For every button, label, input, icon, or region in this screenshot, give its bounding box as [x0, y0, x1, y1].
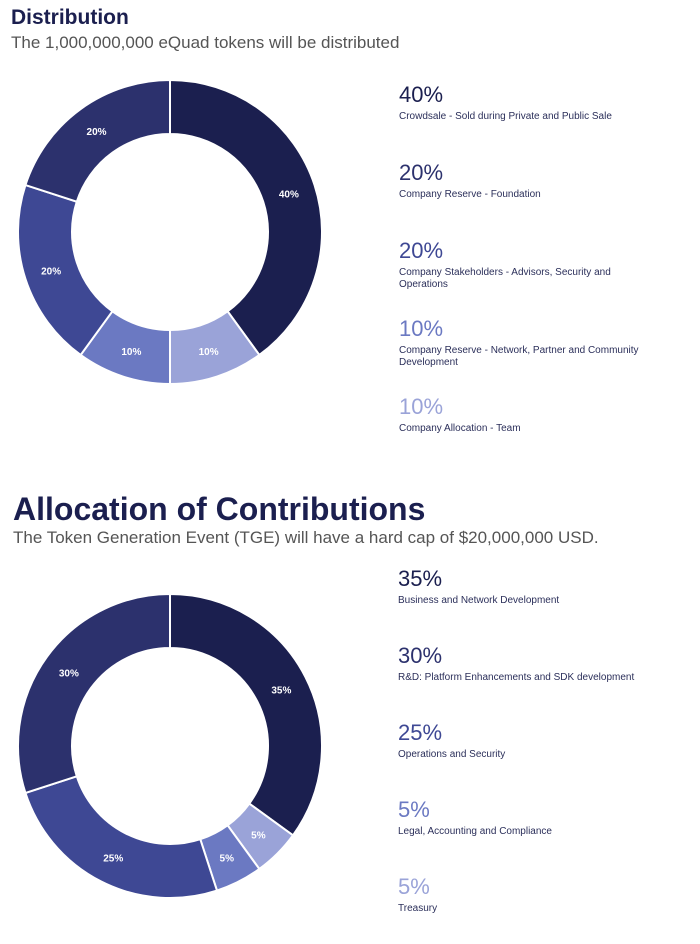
- distribution-legend-item: 40% Crowdsale - Sold during Private and P…: [399, 82, 649, 123]
- contributions-legend-percent: 5%: [398, 874, 430, 899]
- distribution-legend-description: Crowdsale - Sold during Private and Publ…: [399, 111, 612, 122]
- distribution-slice-label-1: 10%: [199, 347, 219, 358]
- distribution-legend-item: 20% Company Reserve - Foundation: [399, 160, 649, 201]
- contributions-legend-description: Treasury: [398, 903, 438, 914]
- contributions-donut-chart: 35% 5% 5% 25% 30%: [17, 592, 323, 899]
- contributions-slice-label-3: 25%: [103, 853, 123, 864]
- contributions-legend: 35% Business and Network Development 30% R&…: [398, 566, 658, 936]
- distribution-legend-description: Company Reserve - Foundation: [399, 189, 541, 200]
- contributions-legend-item: 30% R&D: Platform Enhancements and SDK de…: [398, 643, 648, 684]
- distribution-subtitle: The 1,000,000,000 eQuad tokens will be d…: [11, 33, 400, 52]
- distribution-title: Distribution: [11, 6, 129, 29]
- distribution-legend-description: Company Reserve - Network, Partner and C…: [399, 345, 639, 368]
- distribution-slice-4: [24, 78, 171, 203]
- distribution-legend-description: Company Allocation - Team: [399, 423, 521, 434]
- distribution-slice-label-2: 10%: [121, 347, 141, 358]
- contributions-slice-label-0: 35%: [271, 685, 291, 696]
- contributions-section: Allocation of Contributions The Token Ge…: [0, 486, 700, 944]
- distribution-slice-0: [169, 78, 323, 357]
- distribution-section: Distribution The 1,000,000,000 eQuad tok…: [0, 0, 700, 470]
- distribution-slice-3: [17, 183, 114, 357]
- distribution-legend-item: 20% Company Stakeholders - Advisors, Secu…: [399, 238, 649, 291]
- contributions-slice-label-4: 30%: [59, 669, 79, 680]
- contributions-legend-item: 5% Legal, Accounting and Compliance: [398, 797, 648, 838]
- contributions-legend-percent: 30%: [398, 643, 443, 668]
- distribution-legend-percent: 40%: [399, 82, 444, 107]
- distribution-legend-percent: 20%: [399, 238, 444, 263]
- contributions-legend-description: Business and Network Development: [398, 595, 560, 606]
- contributions-legend-description: Operations and Security: [398, 749, 506, 760]
- distribution-legend-percent: 20%: [399, 160, 444, 185]
- contributions-title: Allocation of Contributions: [13, 491, 426, 527]
- contributions-slice-4: [17, 592, 171, 795]
- distribution-donut-chart: 40% 10% 10% 20% 20%: [17, 78, 323, 386]
- distribution-legend-description: Company Stakeholders - Advisors, Securit…: [399, 267, 611, 290]
- contributions-legend-item: 5% Treasury: [398, 874, 648, 915]
- contributions-subtitle: The Token Generation Event (TGE) will ha…: [13, 528, 599, 547]
- contributions-legend-percent: 35%: [398, 566, 443, 591]
- distribution-legend-percent: 10%: [399, 316, 444, 341]
- distribution-slice-label-4: 20%: [87, 127, 107, 138]
- distribution-slice-label-0: 40%: [279, 189, 299, 200]
- contributions-slice-3: [24, 775, 219, 899]
- distribution-legend-item: 10% Company Reserve - Network, Partner an…: [399, 316, 649, 369]
- contributions-legend-item: 35% Business and Network Development: [398, 566, 648, 607]
- distribution-slice-label-3: 20%: [41, 267, 61, 278]
- contributions-legend-description: R&D: Platform Enhancements and SDK devel…: [398, 672, 635, 683]
- contributions-legend-percent: 25%: [398, 720, 443, 745]
- contributions-slice-label-1: 5%: [251, 830, 266, 841]
- contributions-legend-item: 25% Operations and Security: [398, 720, 648, 761]
- contributions-slice-label-2: 5%: [220, 853, 235, 864]
- contributions-legend-percent: 5%: [398, 797, 430, 822]
- distribution-legend: 40% Crowdsale - Sold during Private and P…: [399, 82, 659, 462]
- distribution-legend-percent: 10%: [399, 394, 444, 419]
- distribution-legend-item: 10% Company Allocation - Team: [399, 394, 649, 435]
- contributions-slice-0: [169, 592, 323, 837]
- contributions-legend-description: Legal, Accounting and Compliance: [398, 826, 552, 837]
